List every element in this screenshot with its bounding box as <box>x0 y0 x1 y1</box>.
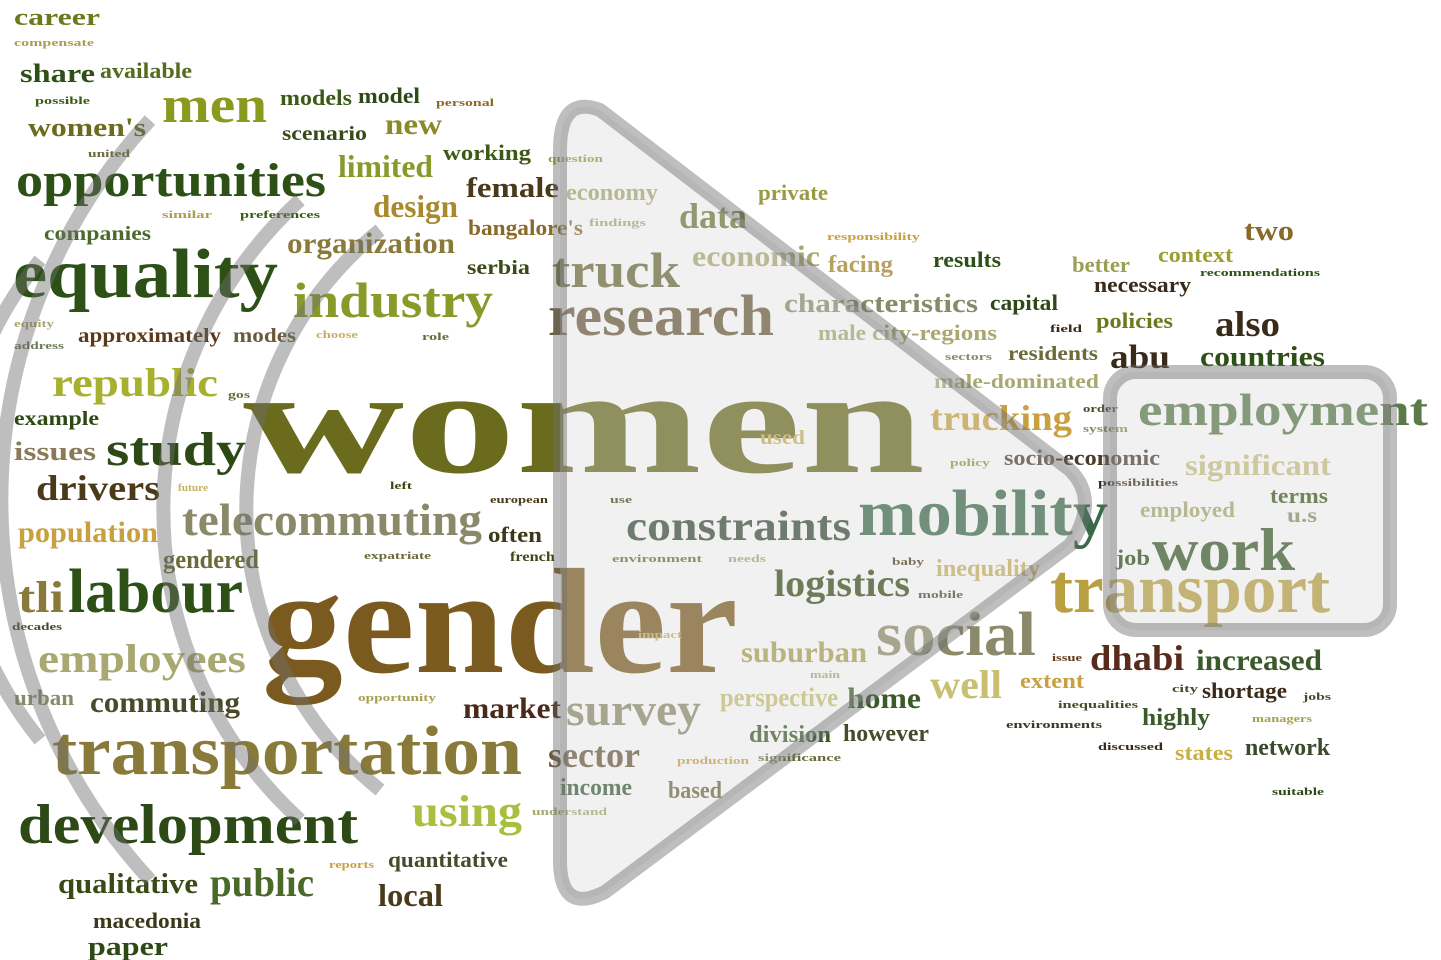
word: employees <box>38 636 246 681</box>
word: managers <box>1252 713 1313 725</box>
word: issues <box>14 437 96 466</box>
word: working <box>443 140 531 165</box>
word: female <box>466 173 559 204</box>
word: opportunity <box>358 692 437 704</box>
word: residents <box>1008 343 1098 365</box>
word: development <box>18 794 358 856</box>
word-cloud: careercompensateshareavailablepossibleme… <box>0 0 1441 960</box>
word: gos <box>228 389 251 401</box>
word: qualitative <box>58 869 198 900</box>
word: transportation <box>52 713 522 790</box>
word: population <box>18 516 158 549</box>
word: responsibility <box>827 231 921 243</box>
word: career <box>14 5 100 31</box>
word: facing <box>828 252 893 278</box>
word: also <box>1215 304 1280 344</box>
word: scenario <box>282 123 367 145</box>
word: possible <box>35 95 90 107</box>
word: dhabi <box>1090 638 1184 678</box>
word: context <box>1158 242 1234 267</box>
word: european <box>490 494 548 506</box>
word: however <box>843 721 929 747</box>
word: well <box>930 662 1002 707</box>
word: drivers <box>36 468 160 508</box>
word: limited <box>338 148 433 184</box>
word: results <box>933 247 1001 272</box>
word: macedonia <box>93 908 201 933</box>
word: shortage <box>1202 678 1287 703</box>
word: future <box>178 482 208 494</box>
word: left <box>390 480 412 492</box>
word: increased <box>1196 644 1322 677</box>
word: capital <box>990 290 1058 315</box>
word: opportunities <box>16 154 326 207</box>
word: environments <box>1006 719 1103 731</box>
word: example <box>14 408 99 430</box>
word: suitable <box>1272 786 1324 798</box>
word: two <box>1244 216 1294 247</box>
word: necessary <box>1094 272 1191 297</box>
word: local <box>378 877 443 913</box>
word: issue <box>1052 652 1082 664</box>
word: new <box>385 108 442 141</box>
word: public <box>210 860 314 905</box>
word: paper <box>88 932 168 960</box>
word: states <box>1175 740 1233 765</box>
word: design <box>373 188 458 224</box>
word: telecommuting <box>182 494 482 545</box>
word: policies <box>1096 308 1173 333</box>
word: extent <box>1020 668 1085 693</box>
word: model <box>358 83 420 108</box>
page: {"words": ["career","compensate","share"… <box>0 0 1441 960</box>
word: city <box>1172 683 1199 695</box>
word: serbia <box>467 257 530 279</box>
word: recommendations <box>1200 267 1321 279</box>
play-triangle <box>560 107 1085 899</box>
word: network <box>1245 735 1331 761</box>
word: compensate <box>14 37 94 49</box>
word: share <box>20 59 95 88</box>
word: quantitative <box>388 847 508 872</box>
word: jobs <box>1302 691 1332 703</box>
word: men <box>162 77 267 134</box>
rounded-rect <box>1110 372 1390 630</box>
word: tli <box>18 573 64 622</box>
word: reports <box>329 859 375 871</box>
word: sectors <box>945 351 993 363</box>
word: inequalities <box>1058 699 1139 711</box>
word: field <box>1050 323 1082 335</box>
word: highly <box>1142 705 1210 731</box>
word: private <box>758 180 828 205</box>
word: personal <box>436 97 494 109</box>
word: labour <box>68 558 243 626</box>
word: models <box>280 85 352 110</box>
word: using <box>412 787 522 836</box>
word: similar <box>162 209 212 221</box>
word: discussed <box>1098 741 1163 753</box>
